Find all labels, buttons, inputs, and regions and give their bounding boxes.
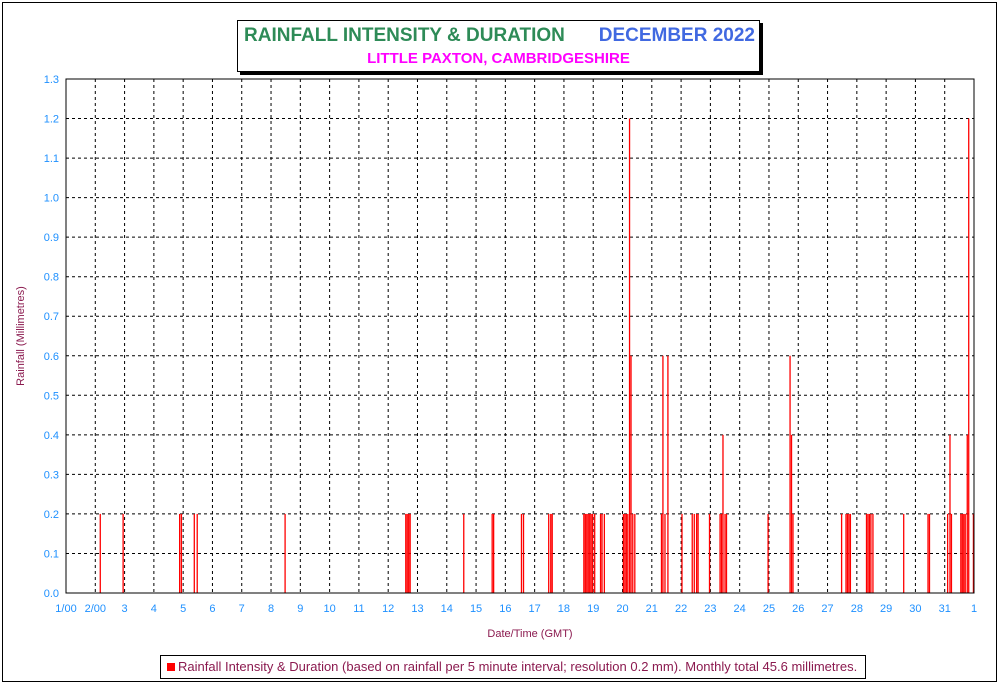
x-tick-label: 21 xyxy=(646,603,658,615)
x-tick-label: 29 xyxy=(880,603,892,615)
x-tick-label: 25 xyxy=(763,603,775,615)
legend: Rainfall Intensity & Duration (based on … xyxy=(160,655,866,679)
legend-swatch xyxy=(167,663,175,671)
x-tick-label: 10 xyxy=(323,603,335,615)
bars xyxy=(99,118,975,593)
y-tick-label: 0.7 xyxy=(44,311,59,323)
x-tick-label: 22 xyxy=(675,603,687,615)
x-tick-label: 4 xyxy=(151,603,157,615)
x-tick-label: 13 xyxy=(411,603,423,615)
x-tick-label: 1/00 xyxy=(55,603,76,615)
x-tick-label: 17 xyxy=(529,603,541,615)
x-tick-label: 31 xyxy=(939,603,951,615)
chart-location: LITTLE PAXTON, CAMBRIDGESHIRE xyxy=(367,50,630,67)
y-tick-label: 1.3 xyxy=(44,74,59,86)
x-tick-label: 14 xyxy=(441,603,453,615)
x-tick-label: 11 xyxy=(353,603,364,615)
x-tick-label: 5 xyxy=(180,603,186,615)
x-tick-label: 12 xyxy=(382,603,394,615)
y-tick-label: 0.3 xyxy=(44,469,59,481)
y-tick-label: 0.8 xyxy=(44,272,59,284)
legend-label: Rainfall Intensity & Duration (based on … xyxy=(178,659,858,674)
y-tick-label: 0.2 xyxy=(44,509,59,521)
x-tick-label: 7 xyxy=(239,603,245,615)
x-tick-label: 9 xyxy=(297,603,303,615)
x-tick-label: 6 xyxy=(209,603,215,615)
grid xyxy=(66,79,974,593)
y-tick-label: 0.6 xyxy=(44,351,59,363)
x-tick-label: 27 xyxy=(821,603,833,615)
chart-period: DECEMBER 2022 xyxy=(598,25,755,46)
x-tick-label: 26 xyxy=(792,603,804,615)
x-axis-title: Date/Time (GMT) xyxy=(487,628,572,640)
x-tick-label: 3 xyxy=(122,603,128,615)
x-tick-label: 24 xyxy=(734,603,746,615)
x-tick-label: 16 xyxy=(499,603,511,615)
plot-area xyxy=(65,78,975,594)
x-tick-label: 18 xyxy=(558,603,570,615)
y-tick-label: 0.4 xyxy=(44,430,59,442)
x-tick-label: 15 xyxy=(470,603,482,615)
y-tick-label: 1.0 xyxy=(44,193,59,205)
x-tick-label: 1 xyxy=(971,603,977,615)
y-tick-label: 1.2 xyxy=(44,114,59,126)
y-tick-label: 0.0 xyxy=(44,588,59,600)
y-tick-label: 0.9 xyxy=(44,232,59,244)
x-tick-labels: 1/00 2/00 3 4 5 6 7 8 9 10 11 12 13 14 15 16 17 18 19 20 21 2… xyxy=(55,603,977,615)
x-tick-label: 20 xyxy=(616,603,628,615)
y-tick-labels: 0.0 0.1 0.2 0.3 0.4 0.5 0.6 0.7 0.8 0.9 1.0 1.1 1.2 1… xyxy=(44,74,59,600)
chart-title: RAINFALL INTENSITY & DURATION xyxy=(244,25,565,46)
y-axis-title: Rainfall (Millimetres) xyxy=(15,286,27,386)
y-tick-label: 0.5 xyxy=(44,390,59,402)
y-tick-label: 0.1 xyxy=(44,548,59,560)
x-tick-label: 28 xyxy=(851,603,863,615)
x-tick-label: 2/00 xyxy=(85,603,106,615)
title-box: RAINFALL INTENSITY & DURATION DECEMBER 2… xyxy=(237,20,760,72)
x-tick-label: 8 xyxy=(268,603,274,615)
y-tick-label: 1.1 xyxy=(44,153,59,165)
x-tick-label: 23 xyxy=(704,603,716,615)
x-tick-label: 19 xyxy=(587,603,599,615)
x-tick-label: 30 xyxy=(909,603,921,615)
